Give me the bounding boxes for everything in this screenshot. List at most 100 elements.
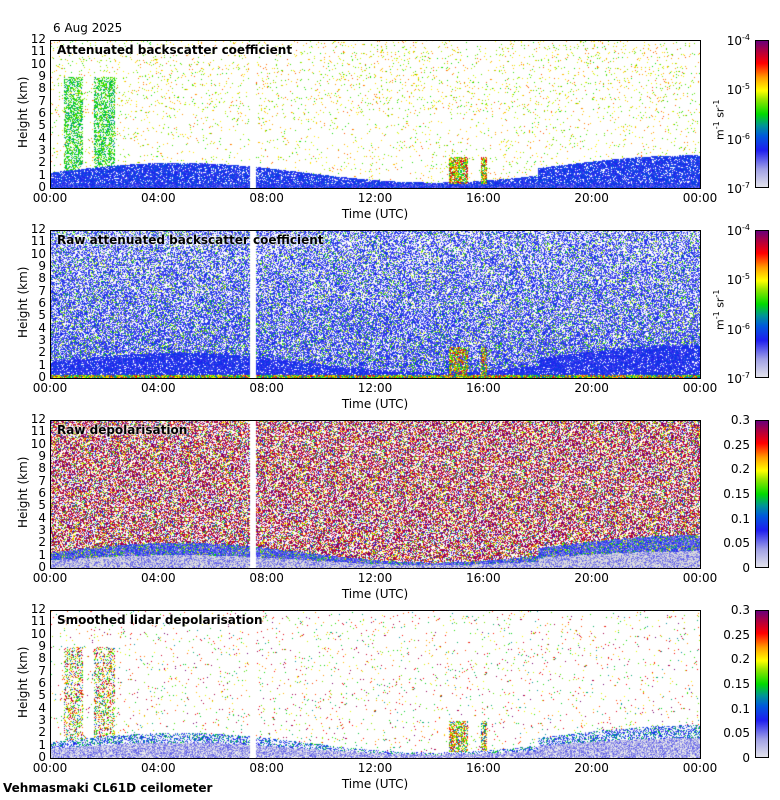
colorbar-tick: 0 [742,751,750,765]
y-tick-label: 9 [38,449,46,463]
x-tick-label: 20:00 [574,381,609,395]
x-tick-label: 00:00 [682,571,718,585]
colorbar-tick: 10-7 [726,371,750,386]
x-tick-label: 00:00 [682,191,718,205]
colorbar [755,40,769,188]
y-tick-label: 8 [38,461,46,476]
y-tick-label: 0 [38,180,46,194]
colorbar-tick: 0.1 [730,701,750,716]
y-tick-label: 10 [30,56,46,71]
x-axis-label: Time (UTC) [341,397,409,411]
colorbar-tick: 10-4 [726,223,750,238]
y-tick-label: 2 [38,345,46,360]
y-tick-label: 1 [38,737,46,752]
y-tick-label: 0 [38,560,46,574]
colorbar-tick: 0.25 [723,627,750,642]
heatmap-rawdep [50,420,700,568]
x-tick-label: 00:00 [32,571,68,585]
y-tick-label: 5 [38,118,46,133]
colorbar-tick: 0.2 [730,652,750,667]
y-axis-label: Height (km) [16,76,30,148]
colorbar-tick: 10-5 [726,82,750,98]
colorbar-unit: m-1 sr-1 [712,289,727,330]
y-tick-label: 10 [30,436,46,451]
y-tick-label: 10 [30,246,46,261]
footer-label: Vehmasmaki CL61D ceilometer [3,781,213,795]
colorbar [755,610,769,758]
colorbar-tick: 10-6 [726,131,750,147]
colorbar-tick: 0.15 [723,677,750,691]
colorbar-tick: 10-4 [726,33,750,48]
heatmap-raw [50,230,700,378]
y-tick-label: 8 [38,651,46,666]
colorbar [755,420,769,568]
colorbar-unit: m-1 sr-1 [712,99,727,140]
x-tick-label: 12:00 [357,761,393,775]
x-tick-label: 00:00 [682,761,718,775]
y-tick-label: 6 [38,676,46,690]
colorbar [755,230,769,378]
x-tick-label: 12:00 [357,571,393,585]
y-tick-label: 12 [30,602,46,616]
y-tick-label: 2 [38,725,46,740]
x-tick-label: 16:00 [466,571,501,585]
y-tick-label: 6 [38,486,46,500]
y-axis-label: Height (km) [16,266,30,338]
y-tick-label: 0 [38,750,46,764]
x-axis-label: Time (UTC) [341,777,409,791]
y-tick-label: 8 [38,271,46,286]
x-tick-label: 08:00 [249,191,284,205]
x-tick-label: 00:00 [32,191,68,205]
y-tick-label: 4 [38,130,46,145]
y-tick-label: 4 [38,320,46,335]
x-axis-label: Time (UTC) [341,587,409,601]
y-tick-label: 3 [38,143,46,157]
y-tick-label: 4 [38,700,46,715]
x-tick-label: 00:00 [682,381,718,395]
y-tick-label: 7 [38,93,46,108]
y-tick-label: 4 [38,510,46,525]
x-tick-label: 16:00 [466,761,501,775]
colorbar-tick: 0.25 [723,437,750,452]
colorbar-tick: 0 [742,561,750,575]
x-tick-label: 08:00 [249,761,284,775]
colorbar-tick: 0.1 [730,511,750,526]
y-tick-label: 11 [30,614,46,629]
x-tick-label: 04:00 [141,381,176,395]
y-axis-label: Height (km) [16,456,30,528]
y-tick-label: 9 [38,259,46,273]
y-tick-label: 5 [38,688,46,703]
colorbar-tick: 0.05 [723,726,750,741]
colorbar-tick: 0.2 [730,462,750,477]
y-tick-label: 1 [38,167,46,182]
colorbar-tick: 10-5 [726,272,750,288]
y-axis-label: Height (km) [16,646,30,718]
y-tick-label: 7 [38,283,46,298]
y-tick-label: 1 [38,357,46,372]
y-tick-label: 3 [38,523,46,537]
x-tick-label: 12:00 [357,191,393,205]
panel-title: Smoothed lidar depolarisation [57,613,263,627]
y-tick-label: 5 [38,308,46,323]
colorbar-tick: 10-6 [726,321,750,337]
y-tick-label: 3 [38,713,46,727]
y-tick-label: 2 [38,155,46,170]
y-tick-label: 11 [30,234,46,249]
y-tick-label: 12 [30,32,46,46]
colorbar-tick: 0.3 [730,603,750,617]
x-tick-label: 00:00 [32,761,68,775]
y-tick-label: 2 [38,535,46,550]
x-tick-label: 20:00 [574,761,609,775]
y-tick-label: 9 [38,69,46,83]
heatmap-att [50,40,700,188]
x-tick-label: 12:00 [357,381,393,395]
y-tick-label: 6 [38,106,46,120]
panel-title: Raw depolarisation [57,423,188,437]
y-tick-label: 5 [38,498,46,513]
y-tick-label: 0 [38,370,46,384]
x-tick-label: 20:00 [574,571,609,585]
y-tick-label: 10 [30,626,46,641]
x-tick-label: 20:00 [574,191,609,205]
y-tick-label: 12 [30,222,46,236]
